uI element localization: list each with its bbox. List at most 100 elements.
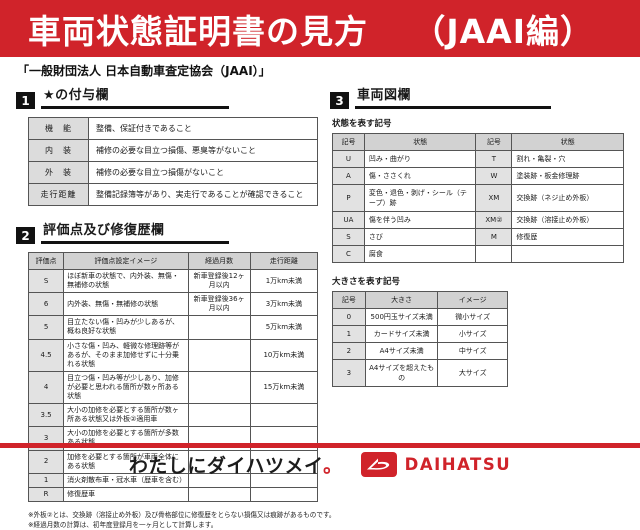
condition-symbols-label: 状態を表す記号 <box>332 119 392 129</box>
footnote: ※経過月数の計算は、初年度登録月を一ヶ月として計算します。 <box>28 521 218 530</box>
criteria-label-cell: 機 能 <box>28 117 89 140</box>
section-star-title: ★の付与欄 <box>43 88 110 103</box>
size-cell: 500円玉サイズ未満 <box>364 308 439 326</box>
column-header: 記号 <box>332 291 366 309</box>
grade-cell: 3.5 <box>27 403 65 428</box>
grade-distance-cell: 10万km未満 <box>249 338 319 372</box>
star-criteria-table: 機 能 整備、保証付きであること 内 装 補修の必要な目立つ損傷、悪臭等がないこ… <box>28 117 318 206</box>
table-row: C 腐食 <box>332 245 624 263</box>
grade-months-cell <box>187 486 251 502</box>
grade-cell: 4 <box>27 370 65 405</box>
symbol-cell: UA <box>332 211 365 229</box>
grade-months-cell <box>187 403 251 428</box>
left-column: 1 ★の付与欄 機 能 整備、保証付きであること 内 装 補修の必要な目立つ損傷… <box>16 84 336 530</box>
section-diagram-title: 車両図欄 <box>357 88 412 103</box>
grade-desc-cell: 修復歴車 <box>63 486 189 502</box>
grade-distance-cell: 3万km未満 <box>249 292 319 317</box>
column-header: 状態 <box>511 133 624 151</box>
organization-subtitle: 「一般財団法人 日本自動車査定協会（JAAI）」 <box>17 64 271 78</box>
condition-cell: 交換跡（ネジ止め外板） <box>511 184 624 212</box>
table-row: 4.5 小さな傷・凹み、軽微な修理跡等があるが、そのまま加修せずに十分乗れる状態… <box>27 338 319 372</box>
size-cell: A4サイズを超えたもの <box>364 359 439 387</box>
table-header-row: 記号 状態 記号 状態 <box>332 133 624 151</box>
section-grade-title: 評価点及び修復歴欄 <box>43 223 165 238</box>
grade-cell: S <box>27 268 65 294</box>
grade-desc-cell: 小さな傷・凹み、軽微な修理跡等があるが、そのまま加修せずに十分乗れる状態 <box>63 338 189 372</box>
section-star-number-badge: 1 <box>16 92 35 109</box>
grade-months-cell <box>187 370 251 405</box>
grade-months-cell <box>187 338 251 372</box>
daihatsu-brand-text: DAIHATSU <box>404 454 512 474</box>
grade-distance-cell <box>249 486 319 502</box>
condition-cell: 凹み・曲がり <box>363 150 477 168</box>
grade-distance-cell: 1万km未満 <box>249 268 319 294</box>
size-cell: A4サイズ未満 <box>364 342 439 360</box>
table-row: S さび M 修復歴 <box>332 228 624 246</box>
grade-cell: 2 <box>27 449 65 474</box>
size-symbols-table: 記号 大きさ イメージ 0 500円玉サイズ未満 微小サイズ 1 カードサイズ未… <box>332 291 508 387</box>
table-row: 2 加修を必要とする箇所が車両全体にある状態 <box>27 449 319 474</box>
daihatsu-brand: DAIHATSU <box>360 451 512 477</box>
table-row: 6 内外装、無傷・無補修の状態 新車登録後36ヶ月以内 3万km未満 <box>27 292 319 317</box>
column-header: 状態 <box>363 133 477 151</box>
table-row: 3.5 大小の加修を必要とする箇所が数ヶ所ある状態又は外板②適用車 <box>27 403 319 428</box>
grade-desc-cell: 内外装、無傷・無補修の状態 <box>63 292 189 317</box>
size-image-cell: 微小サイズ <box>437 308 508 326</box>
condition-cell: 傷・ささくれ <box>363 167 477 185</box>
table-header-row: 記号 大きさ イメージ <box>332 291 508 309</box>
column-header: 大きさ <box>364 291 439 309</box>
section-star-header: 1 ★の付与欄 <box>16 84 322 109</box>
criteria-label-cell: 外 装 <box>28 161 89 184</box>
symbol-cell: XM <box>475 184 513 212</box>
grade-cell: 6 <box>27 292 65 317</box>
grade-cell: R <box>27 486 65 502</box>
table-row: 内 装 補修の必要な目立つ損傷、悪臭等がないこと <box>28 139 318 162</box>
footnotes: ※外板②とは、交換跡（溶接止め外板）及び骨格部位に修復歴をとらない損傷又は痕跡が… <box>28 510 336 530</box>
symbol-cell: 0 <box>332 308 366 326</box>
title-banner: 車両状態証明書の見方 （JAAI編） <box>0 0 640 57</box>
bottom-red-rule <box>0 443 640 448</box>
table-row: 3 A4サイズを超えたもの 大サイズ <box>332 359 508 387</box>
table-row: UA 傷を伴う凹み XM② 交換跡（溶接止め外板） <box>332 211 624 229</box>
symbol-cell: 1 <box>332 325 366 343</box>
criteria-label-cell: 走行距離 <box>28 183 89 206</box>
symbol-cell: W <box>475 167 513 185</box>
condition-cell: 修復歴 <box>511 228 624 246</box>
symbol-cell: 2 <box>332 342 366 360</box>
criteria-desc-cell: 整備記録簿等があり、実走行であることが確認できること <box>88 183 318 206</box>
section-diagram-header: 3 車両図欄 <box>330 84 632 109</box>
condition-cell: 傷を伴う凹み <box>363 211 477 229</box>
column-header: 走行距離 <box>249 252 319 270</box>
grade-months-cell: 新車登録後36ヶ月以内 <box>187 292 251 317</box>
condition-cell: 交換跡（溶接止め外板） <box>511 211 624 229</box>
condition-cell <box>511 245 624 263</box>
grade-distance-cell <box>249 403 319 428</box>
table-row: U 凹み・曲がり T 割れ・亀裂・穴 <box>332 150 624 168</box>
grade-distance-cell: 5万km未満 <box>249 315 319 340</box>
condition-cell: さび <box>363 228 477 246</box>
grade-desc-cell: ほぼ新車の状態で、内外装、無傷・無補修の状態 <box>63 268 189 294</box>
daihatsu-slogan: わたしにダイハツメイ。 <box>128 454 343 477</box>
symbol-cell: T <box>475 150 513 168</box>
symbol-cell: XM② <box>475 211 513 229</box>
symbol-cell: A <box>332 167 365 185</box>
size-cell: カードサイズ未満 <box>364 325 439 343</box>
table-row: 走行距離 整備記録簿等があり、実走行であることが確認できること <box>28 183 318 206</box>
grade-months-cell <box>187 315 251 340</box>
condition-cell: 割れ・亀裂・穴 <box>511 150 624 168</box>
criteria-desc-cell: 補修の必要な目立つ損傷がないこと <box>88 161 318 184</box>
column-header: イメージ <box>437 291 508 309</box>
page-title-edition: （JAAI編） <box>412 11 594 51</box>
page-title: 車両状態証明書の見方 <box>28 11 368 51</box>
grade-months-cell: 新車登録後12ヶ月以内 <box>187 268 251 294</box>
slogan-period: 。 <box>323 454 343 477</box>
column-header: 記号 <box>475 133 513 151</box>
criteria-desc-cell: 補修の必要な目立つ損傷、悪臭等がないこと <box>88 139 318 162</box>
section-grade-number-badge: 2 <box>16 227 35 244</box>
grade-desc-cell: 大小の加修を必要とする箇所が数ヶ所ある状態又は外板②適用車 <box>63 403 189 428</box>
condition-cell: 変色・退色・剥げ・シール（テープ）跡 <box>363 184 477 212</box>
section-diagram-number-badge: 3 <box>330 92 349 109</box>
condition-cell: 腐食 <box>363 245 477 263</box>
symbol-cell: C <box>332 245 365 263</box>
symbol-cell: P <box>332 184 365 212</box>
